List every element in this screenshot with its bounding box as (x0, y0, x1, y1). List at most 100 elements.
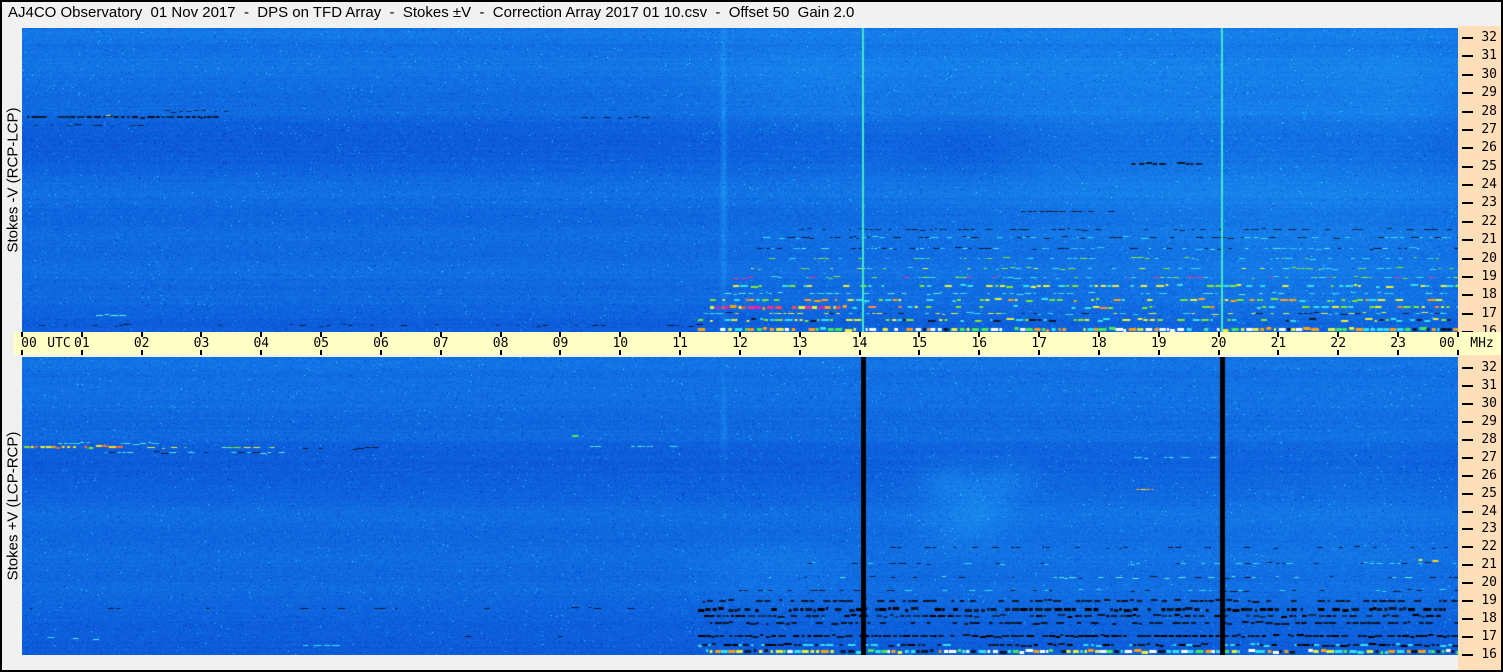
hour-tick (1456, 332, 1459, 337)
hour-label: 09 (552, 336, 569, 351)
hour-tick (858, 350, 861, 355)
freq-label: 26 (1481, 140, 1497, 156)
hour-label: 08 (492, 336, 509, 351)
freq-tick (1462, 618, 1473, 621)
hour-tick (379, 332, 382, 337)
freq-tick (1462, 239, 1473, 242)
utc-label: UTC (47, 336, 71, 351)
hour-label: 00 (1439, 336, 1455, 351)
hour-tick (1038, 332, 1041, 337)
freq-label: 29 (1481, 413, 1497, 429)
hour-tick (80, 350, 83, 355)
hour-tick (1456, 350, 1459, 355)
hour-label: 15 (911, 336, 928, 351)
hour-label: 04 (253, 336, 270, 351)
freq-tick (1462, 636, 1473, 639)
freq-label: 25 (1481, 158, 1497, 174)
hour-tick (499, 350, 502, 355)
hour-tick (918, 332, 921, 337)
freq-label: 18 (1481, 611, 1497, 627)
hour-tick (439, 350, 442, 355)
hour-tick (918, 350, 921, 355)
hour-label: 13 (791, 336, 808, 351)
freq-tick (1462, 564, 1473, 567)
freq-label: 27 (1481, 121, 1497, 137)
freq-label: 19 (1481, 593, 1497, 609)
freq-label: 32 (1481, 360, 1497, 375)
hour-tick (679, 332, 682, 337)
freq-label: 31 (1481, 377, 1497, 393)
hour-tick (1217, 332, 1220, 337)
hour-label: 00 (21, 336, 37, 351)
time-axis: 00 01 02 03 04 05 06 07 08 09 10 11 12 13 14 15 16 17 18 19… (14, 332, 1501, 355)
freq-tick (1462, 165, 1473, 168)
freq-label: 26 (1481, 467, 1497, 483)
hour-tick (798, 350, 801, 355)
hour-tick (1277, 350, 1280, 355)
hour-tick (200, 332, 203, 337)
hour-tick (1157, 332, 1160, 337)
hour-tick (320, 332, 323, 337)
y-axis-title-bottom: Stokes +V (LCP-RCP) (4, 431, 22, 581)
freq-tick (1462, 528, 1473, 531)
freq-label: 21 (1481, 232, 1497, 248)
freq-tick (1462, 220, 1473, 223)
freq-tick (1462, 147, 1473, 150)
hour-label: 16 (971, 336, 988, 351)
hour-label: 20 (1210, 336, 1227, 351)
freq-tick (1462, 384, 1473, 387)
hour-tick (559, 332, 562, 337)
hour-tick (1397, 350, 1400, 355)
hour-label: 03 (193, 336, 210, 351)
freq-label: 21 (1481, 557, 1497, 573)
hour-tick (1097, 332, 1100, 337)
freq-label: 28 (1481, 431, 1497, 447)
hour-tick (978, 332, 981, 337)
hour-tick (1097, 350, 1100, 355)
hour-tick (140, 332, 143, 337)
hour-label: 07 (432, 336, 449, 351)
freq-label: 20 (1481, 575, 1497, 591)
freq-tick (1462, 546, 1473, 549)
hour-label: 01 (74, 336, 90, 351)
hour-tick (679, 350, 682, 355)
freq-label: 17 (1481, 629, 1497, 645)
hour-tick (738, 350, 741, 355)
hour-tick (978, 350, 981, 355)
hour-label: 18 (1091, 336, 1107, 351)
hour-label: 14 (851, 336, 868, 351)
hour-tick (619, 350, 622, 355)
freq-tick (1462, 492, 1473, 495)
freq-label: 22 (1481, 213, 1497, 229)
hour-tick (499, 332, 502, 337)
freq-tick (1462, 654, 1473, 657)
hour-tick (21, 350, 23, 355)
freq-tick (1462, 510, 1473, 513)
freq-tick (1462, 92, 1473, 95)
hour-tick (858, 332, 861, 337)
freq-tick (1462, 294, 1473, 297)
hour-tick (439, 332, 442, 337)
freq-label: 23 (1481, 521, 1497, 537)
freq-label: 25 (1481, 485, 1497, 501)
freq-label: 27 (1481, 449, 1497, 465)
freq-label: 17 (1481, 305, 1497, 321)
freq-label: 30 (1481, 66, 1497, 82)
freq-label: 22 (1481, 539, 1497, 555)
hour-tick (798, 332, 801, 337)
hour-label: 23 (1390, 336, 1406, 351)
freq-tick (1462, 275, 1473, 278)
freq-tick (1462, 402, 1473, 405)
freq-tick (1462, 184, 1473, 186)
freq-tick (1462, 257, 1473, 260)
freq-label: 28 (1481, 103, 1497, 119)
hour-tick (1337, 332, 1340, 337)
hour-tick (1277, 332, 1280, 337)
hour-tick (379, 350, 382, 355)
hour-tick (559, 350, 562, 355)
freq-tick (1462, 474, 1473, 477)
freq-tick (1462, 312, 1473, 315)
hour-tick (140, 350, 143, 355)
freq-label: 32 (1481, 30, 1497, 45)
